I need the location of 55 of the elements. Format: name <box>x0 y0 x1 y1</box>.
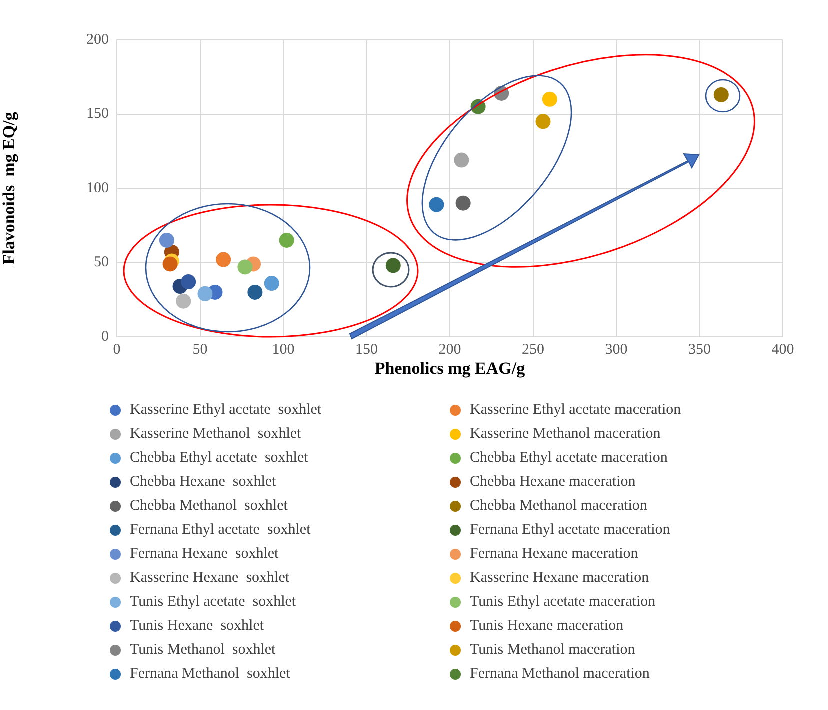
x-tick-label: 150 <box>356 342 378 358</box>
legend-label: Tunis Methanol maceration <box>470 642 636 658</box>
legend-label: Kasserine Hexane soxhlet <box>130 570 290 586</box>
legend-label: Chebba Methanol maceration <box>470 498 648 514</box>
y-tick-label: 100 <box>86 180 109 196</box>
y-tick-label: 150 <box>86 106 109 122</box>
legend-label: Fernana Methanol soxhlet <box>130 666 290 682</box>
legend-label: Chebba Ethyl acetate maceration <box>470 450 668 466</box>
x-tick-label: 100 <box>272 342 295 358</box>
point <box>454 152 470 168</box>
legend-label: Kasserine Ethyl acetate maceration <box>470 402 682 418</box>
point <box>264 276 280 292</box>
legend-label: Tunis Methanol soxhlet <box>130 642 276 658</box>
legend-label: Kasserine Methanol soxhlet <box>130 426 302 442</box>
legend-label: Kasserine Methanol maceration <box>470 426 661 442</box>
y-axis-title: Flavonoids mg EQ/g <box>0 112 19 265</box>
point <box>176 294 192 309</box>
point <box>162 256 178 272</box>
point <box>279 232 294 248</box>
y-tick-label: 50 <box>94 254 109 271</box>
point <box>181 274 196 290</box>
legend-label: Kasserine Hexane maceration <box>470 570 650 586</box>
point <box>542 92 558 107</box>
legend-label: Chebba Hexane soxhlet <box>130 474 276 490</box>
legend-label: Tunis Hexane soxhlet <box>130 618 264 634</box>
legend-label: Fernana Methanol maceration <box>470 666 650 682</box>
y-tick-label: 0 <box>102 328 109 345</box>
legend-label: Tunis Ethyl acetate soxhlet <box>130 594 296 610</box>
point <box>216 252 232 268</box>
point <box>238 260 253 275</box>
legend-label: Fernana Ethyl acetate soxhlet <box>130 522 311 538</box>
point <box>248 284 263 300</box>
x-tick-label: 400 <box>772 342 794 358</box>
legend-label: Chebba Ethyl acetate soxhlet <box>130 450 308 466</box>
legend-label: Tunis Hexane maceration <box>470 618 624 634</box>
legend-label: Tunis Ethyl acetate maceration <box>470 594 656 610</box>
legend-label: Fernana Hexane maceration <box>470 546 638 562</box>
x-axis-title: Phenolics mg EAG/g <box>374 359 526 378</box>
legend-label: Fernana Hexane soxhlet <box>130 546 279 562</box>
x-tick-label: 250 <box>522 342 544 358</box>
point <box>456 196 471 211</box>
point <box>429 197 444 212</box>
x-tick-label: 0 <box>113 342 121 358</box>
x-tick-label: 50 <box>192 342 208 358</box>
x-tick-label: 350 <box>688 342 711 358</box>
legend-label: Chebba Hexane maceration <box>470 474 636 490</box>
point <box>159 232 174 248</box>
point <box>536 114 551 130</box>
x-tick-label: 200 <box>438 342 462 358</box>
y-tick-label: 200 <box>86 32 109 48</box>
x-tick-label: 300 <box>605 342 628 358</box>
point <box>198 286 213 302</box>
legend-label: Chebba Methanol soxhlet <box>130 498 288 514</box>
legend-label: Fernana Ethyl acetate maceration <box>470 522 670 538</box>
legend-label: Kasserine Ethyl acetate soxhlet <box>130 402 322 418</box>
